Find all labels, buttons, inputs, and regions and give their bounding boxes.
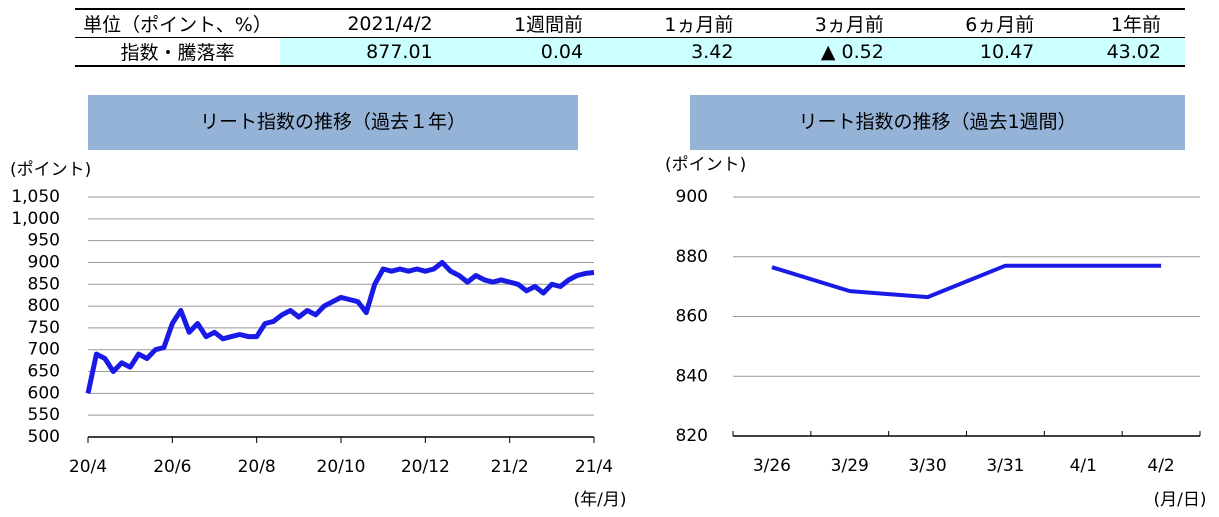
header-cell: 2021/4/2 <box>280 8 457 38</box>
y-tick-label: 750 <box>28 318 60 338</box>
cell: 10.47 <box>907 37 1059 67</box>
y-tick-label: 840 <box>676 366 708 386</box>
header-cell: 3ヵ月前 <box>757 8 908 38</box>
x-axis-label: (年/月) <box>574 490 627 510</box>
x-tick-label: 3/31 <box>986 456 1024 476</box>
x-tick-label: 21/2 <box>491 457 529 477</box>
y-tick-label: 500 <box>28 427 60 447</box>
header-cell: 1ヵ月前 <box>607 8 758 38</box>
header-cell: 6ヵ月前 <box>907 8 1059 38</box>
y-tick-label: 850 <box>28 274 60 294</box>
x-tick-label: 3/26 <box>753 456 791 476</box>
x-axis-label: (月/日) <box>1154 490 1207 510</box>
x-tick-label: 4/1 <box>1070 456 1097 476</box>
y-tick-label: 820 <box>676 426 708 446</box>
y-tick-label: 1,000 <box>11 209 60 229</box>
cell: 0.04 <box>456 37 608 67</box>
x-tick-label: 3/29 <box>831 456 869 476</box>
y-tick-label: 1,050 <box>11 187 60 207</box>
cell: ▲ 0.52 <box>757 37 908 67</box>
data-line <box>771 263 1162 300</box>
y-tick-label: 900 <box>676 187 708 207</box>
data-row: 指数・騰落率 877.01 0.04 3.42 ▲ 0.52 10.47 43.… <box>75 37 1185 67</box>
y-tick-label: 800 <box>28 296 60 316</box>
header-row: 単位（ポイント、%） 2021/4/2 1週間前 1ヵ月前 3ヵ月前 6ヵ月前 … <box>75 8 1185 38</box>
y-tick-label: 950 <box>28 231 60 251</box>
data-line <box>85 260 595 394</box>
x-tick-label: 20/4 <box>69 457 107 477</box>
chart-title: リート指数の推移（過去１年） <box>200 111 466 133</box>
x-tick-label: 20/12 <box>401 457 450 477</box>
row-label: 指数・騰落率 <box>75 37 280 67</box>
title-box <box>690 95 1185 150</box>
y-tick-label: 550 <box>28 405 60 425</box>
header-cell: 単位（ポイント、%） <box>75 8 280 38</box>
y-tick-label: 860 <box>676 307 708 327</box>
summary-table: 単位（ポイント、%） 2021/4/2 1週間前 1ヵ月前 3ヵ月前 6ヵ月前 … <box>75 8 1185 67</box>
chart-title: リート指数の推移（過去1週間） <box>798 111 1076 133</box>
cell: 877.01 <box>280 37 457 67</box>
y-tick-label: 700 <box>28 340 60 360</box>
x-tick-label: 20/8 <box>238 457 276 477</box>
title-box <box>88 95 578 150</box>
x-tick-label: 20/6 <box>153 457 191 477</box>
cell: 3.42 <box>607 37 758 67</box>
x-tick-label: 21/4 <box>575 457 613 477</box>
header-cell: 1年前 <box>1058 8 1185 38</box>
y-axis-label: (ポイント) <box>10 160 91 180</box>
header-cell: 1週間前 <box>456 8 608 38</box>
y-tick-label: 600 <box>28 383 60 403</box>
y-tick-label: 900 <box>28 252 60 272</box>
y-tick-label: 650 <box>28 362 60 382</box>
y-axis-label: (ポイント) <box>665 155 746 175</box>
x-tick-label: 20/10 <box>317 457 366 477</box>
x-tick-label: 4/2 <box>1147 456 1174 476</box>
cell: 43.02 <box>1058 37 1185 67</box>
x-tick-label: 3/30 <box>908 456 946 476</box>
y-tick-label: 880 <box>676 247 708 267</box>
